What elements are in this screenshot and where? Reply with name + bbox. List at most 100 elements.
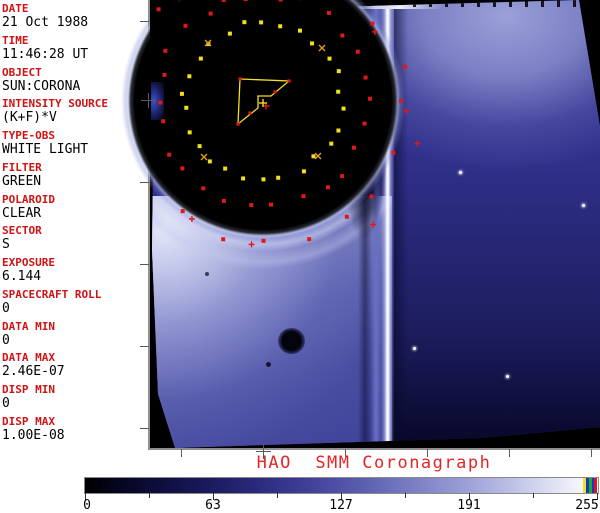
mid-fiducial-ring-dot: [222, 0, 226, 2]
inner-fiducial-ring-dot: [310, 41, 314, 45]
coronagraph-image[interactable]: [148, 0, 600, 450]
inner-fiducial-ring-dot: [199, 57, 203, 61]
field-label: DATE: [2, 2, 148, 15]
inner-fiducial-ring-dot: [187, 74, 191, 78]
outer-fiducial-ring-dot: [403, 65, 407, 69]
inner-fiducial-ring-dot: [259, 20, 263, 24]
polygon-vertex-dot: [287, 79, 290, 82]
inner-fiducial-ring-dot: [328, 57, 332, 61]
left-axis-tick: [140, 21, 149, 22]
field-value: 1.00E-08: [2, 428, 148, 444]
outer-fiducial-ring-dot: [370, 194, 374, 198]
field-label: DISP MIN: [2, 383, 148, 396]
colorbar-saturation-stripe: [594, 478, 597, 493]
mid-fiducial-ring-dot: [209, 12, 213, 16]
colorbar-minor-tick: [277, 493, 278, 498]
field-value: CLEAR: [2, 206, 148, 222]
outer-fiducial-ring-dot: [307, 237, 311, 241]
colorbar-minor-tick: [533, 493, 534, 498]
left-axis-tick: [140, 264, 149, 265]
colorbar-tick-label: 0: [83, 498, 91, 513]
mid-fiducial-ring-dot: [158, 101, 162, 105]
mid-fiducial-ring-dot: [364, 76, 368, 80]
mid-fiducial-ring-dot: [340, 174, 344, 178]
colorbar-minor-tick: [405, 493, 406, 498]
outer-fiducial-ring-dot: [181, 209, 185, 213]
inner-fiducial-ring-dot: [298, 29, 302, 33]
inner-fiducial-ring-dot: [198, 144, 202, 148]
field-value: 21 Oct 1988: [2, 15, 148, 31]
colorbar-tick-label: 127: [329, 498, 352, 513]
left-axis-tick: [140, 428, 149, 429]
polygon-vertex-dot: [238, 77, 241, 80]
mid-fiducial-ring-dot: [363, 122, 367, 126]
inner-fiducial-ring-dot: [242, 20, 246, 24]
inner-fiducial-ring-dot: [342, 107, 346, 111]
mid-fiducial-ring-dot: [222, 199, 226, 203]
fiducial-marker-overlay: [150, 0, 600, 448]
inner-fiducial-ring-dot: [241, 176, 245, 180]
mid-fiducial-ring-dot: [163, 49, 167, 53]
field-value: 0: [2, 396, 148, 412]
mid-fiducial-ring-dot: [244, 0, 248, 1]
inner-fiducial-ring-dot: [337, 69, 341, 73]
mid-fiducial-ring-dot: [368, 97, 372, 101]
inner-fiducial-ring-dot: [184, 106, 188, 110]
inner-fiducial-ring-dot: [261, 177, 265, 181]
outer-fiducial-ring-dot: [370, 22, 374, 26]
field-label: EXPOSURE: [2, 256, 148, 269]
left-axis-major-tick: [148, 93, 149, 108]
mid-fiducial-ring-dot: [340, 34, 344, 38]
mid-fiducial-ring-dot: [356, 50, 360, 54]
field-value: 0: [2, 333, 148, 349]
mid-fiducial-ring-dot: [352, 146, 356, 150]
inner-fiducial-ring-dot: [208, 159, 212, 163]
inner-fiducial-ring-dot: [311, 154, 315, 158]
mid-fiducial-ring-dot: [326, 185, 330, 189]
mid-fiducial-ring-dot: [249, 203, 253, 207]
mid-fiducial-ring-dot: [269, 203, 273, 207]
polygon-vertex-dot: [273, 90, 276, 93]
mid-fiducial-ring-dot: [279, 0, 283, 1]
field-label: DISP MAX: [2, 415, 148, 428]
inner-fiducial-ring-dot: [336, 90, 340, 94]
outer-fiducial-ring-dot: [261, 239, 265, 243]
inner-fiducial-ring-dot: [278, 24, 282, 28]
outer-fiducial-ring-dot: [157, 7, 161, 11]
polygon-vertex-dot: [236, 122, 239, 125]
inner-fiducial-ring-dot: [336, 129, 340, 133]
mid-fiducial-ring-dot: [162, 73, 166, 77]
field-value: 2.46E-07: [2, 364, 148, 380]
inner-fiducial-ring-dot: [302, 169, 306, 173]
mid-fiducial-ring-dot: [161, 119, 165, 123]
polygon-vertex-dot: [248, 111, 251, 114]
left-axis-tick: [140, 346, 149, 347]
inner-fiducial-ring-dot: [180, 92, 184, 96]
colorbar-minor-tick: [149, 493, 150, 498]
inner-fiducial-ring-dot: [223, 167, 227, 171]
field-label: SPACECRAFT ROLL: [2, 288, 148, 301]
field-label: POLAROID: [2, 193, 148, 206]
outer-fiducial-ring-dot: [221, 237, 225, 241]
colorbar-tick-label: 63: [205, 498, 221, 513]
field-label: TIME: [2, 34, 148, 47]
inner-fiducial-ring-dot: [228, 32, 232, 36]
field-label: FILTER: [2, 161, 148, 174]
field-label: DATA MAX: [2, 351, 148, 364]
outer-fiducial-ring-dot: [391, 151, 395, 155]
inner-fiducial-ring-dot: [329, 142, 333, 146]
inner-fiducial-ring-dot: [188, 130, 192, 134]
field-value: GREEN: [2, 174, 148, 190]
field-value: 6.144: [2, 269, 148, 285]
